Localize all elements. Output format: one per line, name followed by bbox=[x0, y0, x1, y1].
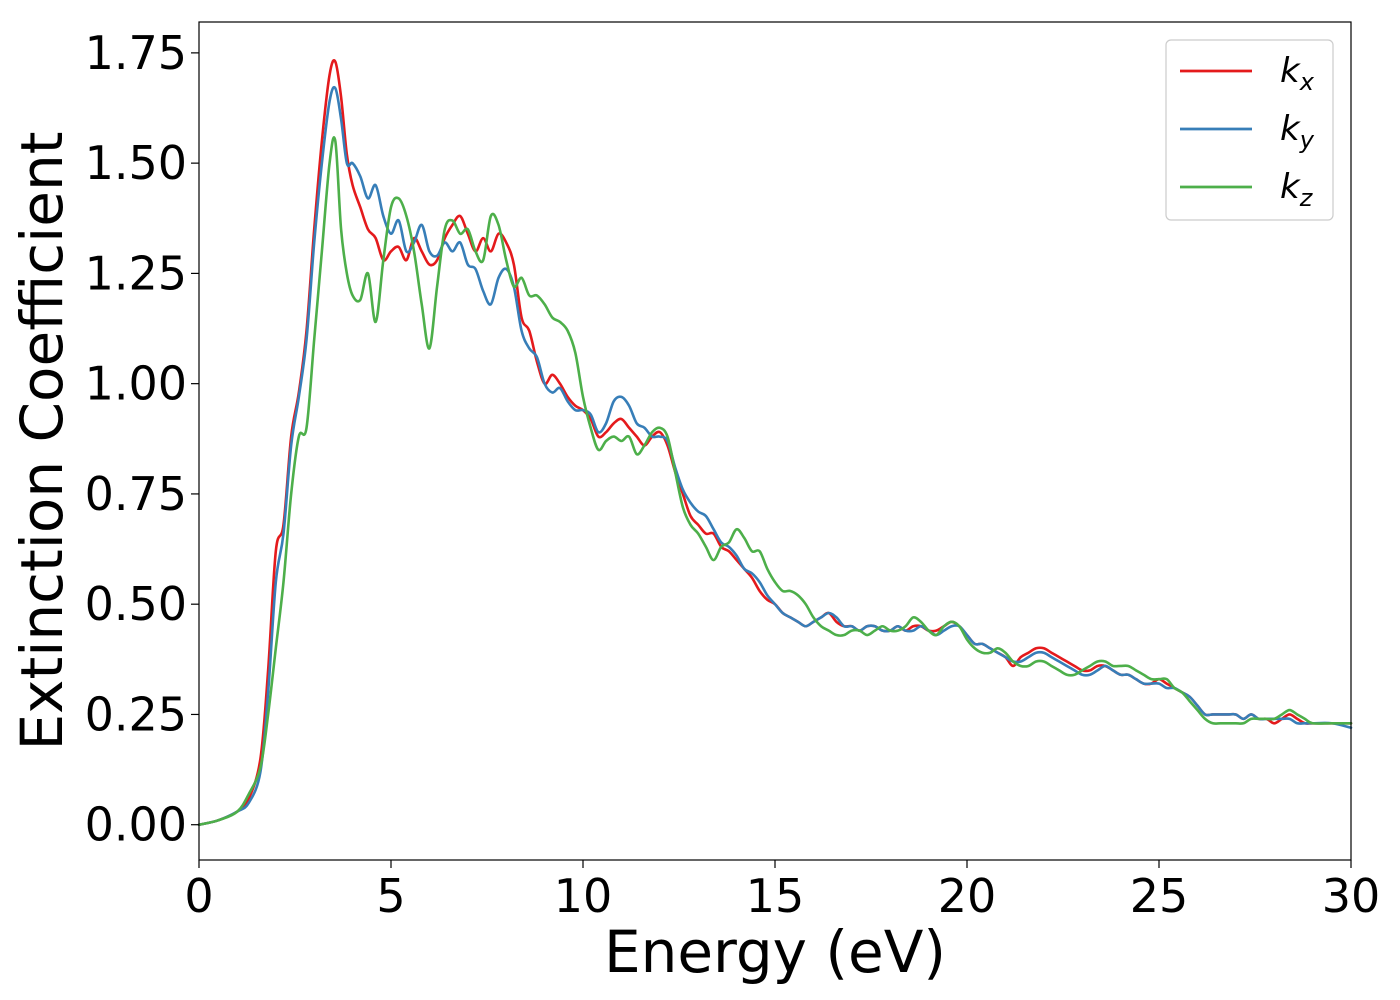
y-tick-label: 0.25 bbox=[85, 687, 187, 741]
x-tick-label: 25 bbox=[1130, 869, 1189, 923]
y-tick-label: 0.00 bbox=[85, 798, 187, 852]
series-layer bbox=[197, 59, 1353, 827]
plot-frame bbox=[198, 21, 1352, 861]
y-tick-label: 1.50 bbox=[85, 136, 187, 190]
y-axis-title: Extinction Coefficient bbox=[8, 132, 76, 751]
plot-area bbox=[199, 22, 1351, 860]
y-tick-label: 1.25 bbox=[85, 246, 187, 300]
y-tick-label: 1.75 bbox=[85, 26, 187, 80]
x-tick-label: 20 bbox=[938, 869, 997, 923]
series-line-kz bbox=[197, 135, 1353, 827]
x-tick-label: 30 bbox=[1322, 869, 1381, 923]
x-tick-label: 5 bbox=[376, 869, 405, 923]
y-tick-label: 1.00 bbox=[85, 357, 187, 411]
x-tick-label: 15 bbox=[746, 869, 805, 923]
y-tick-label: 0.75 bbox=[85, 467, 187, 521]
tick-layer: 0 5 10 15 20 25 30 0.00 0.25 0.50 0.75 1.00 1.25 1.50… bbox=[85, 26, 1381, 923]
x-tick-label: 10 bbox=[554, 869, 613, 923]
y-tick-label: 0.50 bbox=[85, 577, 187, 631]
series-line-ky bbox=[197, 85, 1353, 827]
x-axis-title: Energy (eV) bbox=[604, 918, 946, 986]
x-tick-label: 0 bbox=[184, 869, 213, 923]
